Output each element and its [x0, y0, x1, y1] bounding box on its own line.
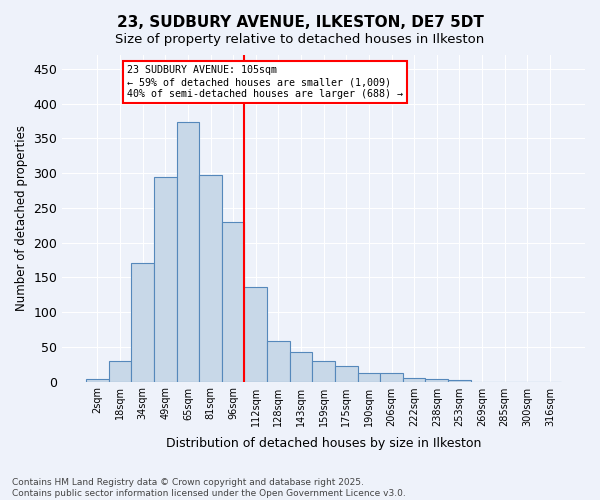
Bar — [403, 378, 425, 382]
Bar — [222, 222, 244, 382]
Bar — [109, 360, 131, 382]
Bar — [267, 340, 290, 382]
Bar — [448, 380, 471, 382]
Bar — [86, 380, 109, 382]
Bar — [290, 352, 313, 382]
Bar — [244, 287, 267, 382]
Bar — [425, 378, 448, 382]
Bar — [154, 176, 176, 382]
Text: 23 SUDBURY AVENUE: 105sqm
← 59% of detached houses are smaller (1,009)
40% of se: 23 SUDBURY AVENUE: 105sqm ← 59% of detac… — [127, 66, 403, 98]
X-axis label: Distribution of detached houses by size in Ilkeston: Distribution of detached houses by size … — [166, 437, 481, 450]
Bar — [176, 122, 199, 382]
Text: Size of property relative to detached houses in Ilkeston: Size of property relative to detached ho… — [115, 32, 485, 46]
Text: 23, SUDBURY AVENUE, ILKESTON, DE7 5DT: 23, SUDBURY AVENUE, ILKESTON, DE7 5DT — [116, 15, 484, 30]
Bar — [313, 360, 335, 382]
Y-axis label: Number of detached properties: Number of detached properties — [15, 126, 28, 312]
Text: Contains HM Land Registry data © Crown copyright and database right 2025.
Contai: Contains HM Land Registry data © Crown c… — [12, 478, 406, 498]
Bar — [199, 175, 222, 382]
Bar — [131, 264, 154, 382]
Bar — [380, 373, 403, 382]
Bar — [335, 366, 358, 382]
Bar — [358, 373, 380, 382]
